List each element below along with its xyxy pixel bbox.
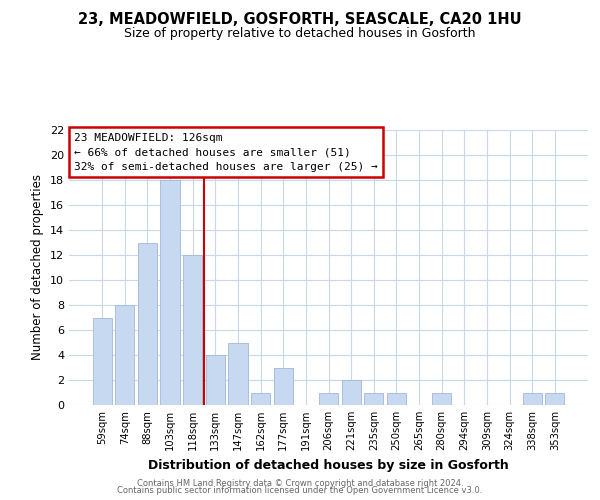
Bar	[251, 392, 270, 405]
Text: Size of property relative to detached houses in Gosforth: Size of property relative to detached ho…	[124, 28, 476, 40]
Bar	[138, 242, 157, 405]
Bar	[387, 392, 406, 405]
Bar	[432, 392, 451, 405]
X-axis label: Distribution of detached houses by size in Gosforth: Distribution of detached houses by size …	[148, 458, 509, 471]
Bar	[160, 180, 180, 405]
Text: Contains HM Land Registry data © Crown copyright and database right 2024.: Contains HM Land Registry data © Crown c…	[137, 478, 463, 488]
Bar	[545, 392, 565, 405]
Text: 23 MEADOWFIELD: 126sqm
← 66% of detached houses are smaller (51)
32% of semi-det: 23 MEADOWFIELD: 126sqm ← 66% of detached…	[74, 132, 378, 172]
Y-axis label: Number of detached properties: Number of detached properties	[31, 174, 44, 360]
Bar	[319, 392, 338, 405]
Bar	[229, 342, 248, 405]
Bar	[115, 305, 134, 405]
Bar	[523, 392, 542, 405]
Text: Contains public sector information licensed under the Open Government Licence v3: Contains public sector information licen…	[118, 486, 482, 495]
Bar	[364, 392, 383, 405]
Bar	[341, 380, 361, 405]
Bar	[183, 255, 202, 405]
Bar	[206, 355, 225, 405]
Bar	[92, 318, 112, 405]
Text: 23, MEADOWFIELD, GOSFORTH, SEASCALE, CA20 1HU: 23, MEADOWFIELD, GOSFORTH, SEASCALE, CA2…	[78, 12, 522, 28]
Bar	[274, 368, 293, 405]
